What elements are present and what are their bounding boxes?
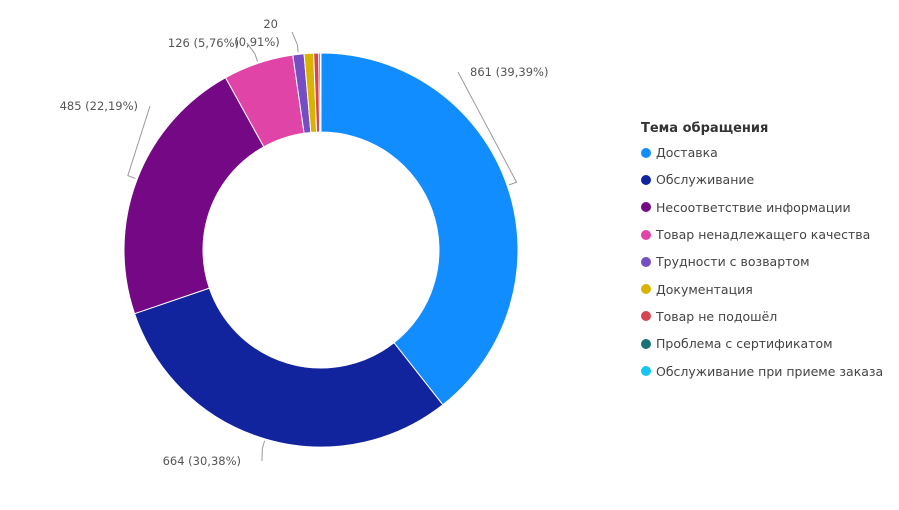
legend-item-7[interactable]: Проблема с сертификатом	[641, 330, 883, 357]
legend-dot-icon	[641, 147, 651, 158]
data-label-2: 485 (22,19%)	[60, 99, 138, 113]
label-leader-3	[246, 42, 258, 62]
legend-item-0[interactable]: Доставка	[641, 139, 883, 166]
legend-title: Тема обращения	[641, 121, 769, 136]
legend-dot-icon	[641, 202, 651, 213]
legend-dot-icon	[641, 256, 651, 267]
data-label-3: 126 (5,76%)	[168, 36, 239, 50]
slice-8[interactable]	[319, 52, 322, 133]
legend-item-8[interactable]: Обслуживание при приеме заказа	[641, 357, 883, 384]
legend-dot-icon	[641, 229, 651, 240]
legend-label: Документация	[656, 281, 753, 297]
data-label-1: 664 (30,38%)	[163, 454, 241, 468]
legend-dot-icon	[641, 284, 651, 295]
legend-item-1[interactable]: Обслуживание	[641, 166, 883, 193]
donut-slices	[123, 52, 519, 448]
legend-item-4[interactable]: Трудности с возвартом	[641, 248, 883, 275]
legend-item-6[interactable]: Товар не подошёл	[641, 303, 883, 330]
legend-item-5[interactable]: Документация	[641, 275, 883, 302]
legend-label: Обслуживание	[656, 172, 755, 188]
legend-item-2[interactable]: Несоответствие информации	[641, 194, 883, 221]
label-leader-4	[291, 31, 299, 53]
data-labels: 861 (39,39%) 664 (30,38%) 485 (22,19%) 126 …	[60, 17, 549, 468]
slice-2[interactable]	[123, 76, 265, 315]
legend-label: Трудности с возвартом	[656, 254, 810, 270]
legend-item-3[interactable]: Товар ненадлежащего качества	[641, 221, 883, 248]
legend-label: Несоответствие информации	[656, 199, 851, 215]
slice-1[interactable]	[133, 287, 444, 448]
slice-0[interactable]	[320, 52, 519, 406]
label-leader-1	[261, 440, 266, 462]
data-label-0: 861 (39,39%)	[470, 65, 548, 79]
legend-label: Проблема с сертификатом	[656, 336, 833, 352]
legend-label: Товар ненадлежащего качества	[656, 227, 871, 243]
legend-label: Доставка	[656, 145, 718, 161]
legend-label: Обслуживание при приеме заказа	[656, 363, 884, 379]
legend-items: Доставка Обслуживание Несоответствие инфор…	[641, 139, 883, 385]
legend-dot-icon	[641, 366, 651, 377]
legend: Тема обращения Доставка Обслуживание Несоо…	[641, 119, 883, 385]
data-label-4: 20 (0,91%)	[234, 17, 280, 49]
legend-dot-icon	[641, 174, 651, 185]
label-leader-2	[127, 105, 151, 179]
legend-label: Товар не подошёл	[656, 308, 778, 324]
legend-dot-icon	[641, 311, 651, 322]
label-leader-0	[457, 71, 518, 186]
legend-dot-icon	[641, 338, 651, 349]
